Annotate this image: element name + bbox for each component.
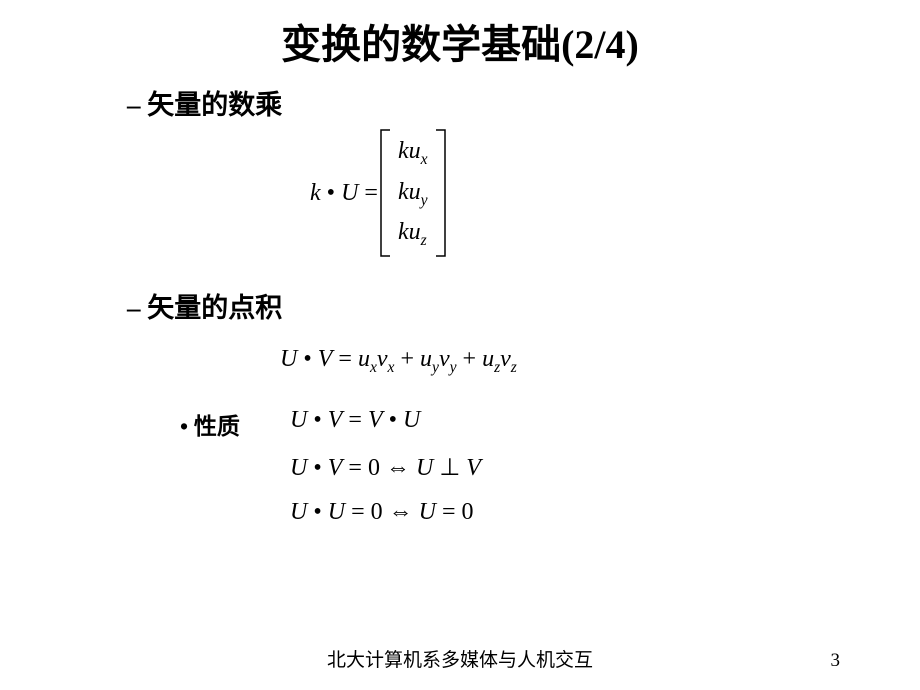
bullet-prefix: •	[180, 414, 188, 439]
bullet-prefix: –	[127, 293, 141, 323]
formula-scalar-mult: k • U = kux kuy kuz	[310, 128, 448, 258]
right-bracket-icon	[434, 128, 448, 258]
formula-prop1: U • V = V • U	[290, 407, 420, 434]
bullet-text: 矢量的数乘	[147, 90, 282, 120]
bullet-text: 性质	[194, 414, 240, 439]
bullet-dot-product: – 矢量的点积	[127, 286, 282, 325]
formula-lhs: k • U =	[310, 180, 378, 207]
formula-dot-product-def: U • V = uxvx + uyvy + uzvz	[280, 346, 517, 377]
matrix-row-2: kuz	[398, 213, 428, 254]
bullet-text: 矢量的点积	[147, 293, 282, 323]
slide-title: 变换的数学基础(2/4)	[0, 12, 920, 70]
bullet-scalar-mult: – 矢量的数乘	[127, 83, 282, 122]
matrix-row-0: kux	[398, 132, 428, 173]
matrix-content: kux kuy kuz	[392, 132, 434, 254]
formula-prop3: U • U = 0 ⇔ U = 0	[290, 499, 474, 526]
formula-prop2: U • V = 0 ⇔ U ⊥ V	[290, 453, 481, 482]
footer-text: 北大计算机系多媒体与人机交互	[0, 645, 920, 672]
bullet-prefix: –	[127, 90, 141, 120]
bullet-properties: • 性质	[180, 407, 240, 441]
left-bracket-icon	[378, 128, 392, 258]
page-number: 3	[831, 650, 841, 672]
matrix-row-1: kuy	[398, 173, 428, 214]
